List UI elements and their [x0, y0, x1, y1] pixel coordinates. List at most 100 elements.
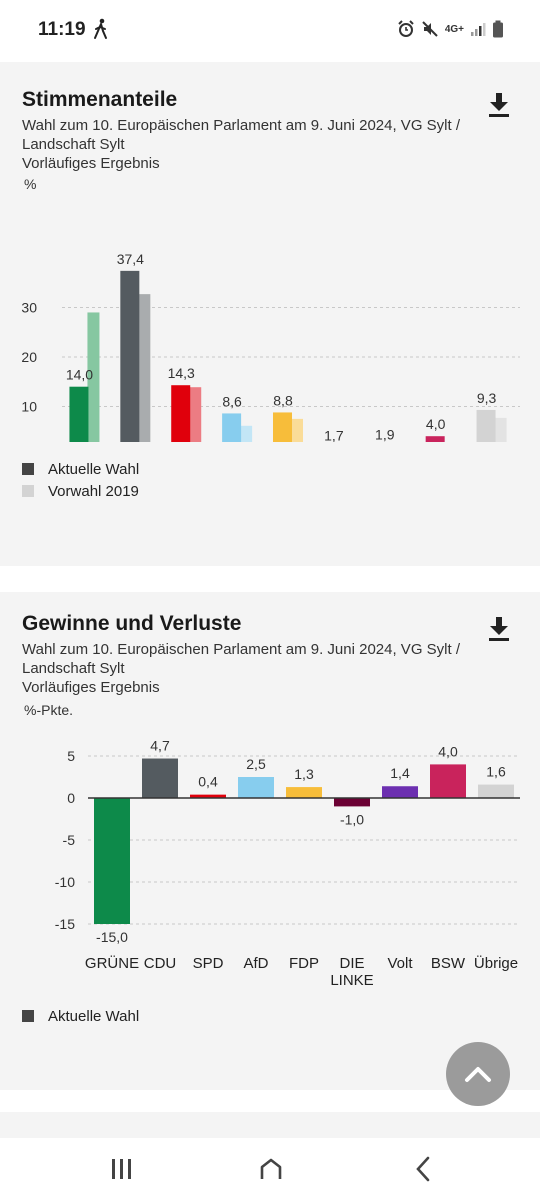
subtitle-line: Vorläufiges Ergebnis: [22, 155, 160, 172]
y-tick-label: 10: [21, 399, 37, 415]
data-label: 1,6: [486, 764, 506, 780]
vote-share-card: Stimmenanteile Wahl zum 10. Europäischen…: [0, 62, 540, 566]
subtitle-line: Vorläufiges Ergebnis: [22, 679, 160, 696]
data-label: 4,0: [438, 743, 458, 759]
status-time: 11:19: [38, 19, 86, 40]
x-tick-label: SPD: [193, 955, 224, 972]
gains-losses-unit: %-Pkte.: [24, 702, 74, 718]
data-label: -1,0: [340, 811, 364, 827]
mute-icon: [422, 21, 438, 37]
bar-previous: [240, 425, 253, 442]
x-tick-label: LINKE: [330, 972, 373, 989]
legend-swatch-current: [22, 1010, 34, 1022]
download-icon[interactable]: [488, 92, 510, 118]
y-tick-label: 5: [67, 748, 75, 764]
bar-current: [334, 798, 370, 807]
network-type-label: 4G+: [444, 23, 464, 35]
bar-previous: [494, 417, 507, 442]
data-label: 4,0: [426, 416, 446, 432]
gains-losses-title: Gewinne und Verluste: [22, 612, 242, 635]
bar-current: [382, 786, 418, 798]
scroll-to-top-button[interactable]: [446, 1042, 510, 1106]
bar-current: [94, 798, 130, 924]
back-icon[interactable]: [412, 1156, 436, 1182]
card-separator: [0, 566, 540, 592]
data-label: 14,0: [66, 367, 93, 383]
bar-current: [238, 777, 274, 798]
bar-current: [286, 787, 322, 798]
recent-apps-icon[interactable]: [110, 1156, 134, 1182]
gains-losses-chart: 5 0 -5 -10 -15 -15,0 GRÜNE 4,7 CDU 0,4 SPD 2,5 AfD 1,…: [55, 738, 520, 989]
data-label: 9,3: [477, 390, 497, 406]
status-bar: 11:19 4G+: [0, 0, 540, 62]
bar-previous: [189, 387, 202, 442]
vote-share-title: Stimmenanteile: [22, 88, 178, 111]
data-label: 0,4: [198, 774, 218, 790]
bar-current: [430, 764, 466, 798]
data-label: 1,9: [375, 427, 395, 442]
x-tick-label: CDU: [144, 955, 177, 972]
legend-item-current: Aktuelle Wahl: [22, 458, 139, 480]
legend-item-previous: Vorwahl 2019: [22, 480, 139, 502]
gains-losses-legend: Aktuelle Wahl: [22, 1005, 139, 1027]
alarm-icon: [398, 20, 414, 37]
data-label: 37,4: [117, 251, 144, 267]
bar-current: [476, 409, 496, 442]
bar-current: [273, 412, 292, 442]
walking-person-icon: [94, 18, 107, 39]
next-card-top: [0, 1112, 540, 1138]
data-label: 8,8: [273, 392, 293, 408]
home-icon[interactable]: [258, 1156, 284, 1182]
bar-current: [120, 270, 140, 442]
y-tick-label: 30: [21, 300, 37, 316]
bar-current: [190, 794, 226, 798]
legend-item-current: Aktuelle Wahl: [22, 1005, 139, 1027]
legend-label: Aktuelle Wahl: [48, 1007, 140, 1025]
data-label: 14,3: [168, 365, 195, 381]
legend-label: Vorwahl 2019: [48, 482, 139, 500]
y-tick-label: 0: [67, 790, 75, 806]
vote-share-chart: 010203014,0GRÜNE37,4CDU14,3SPD8,6AfD8,8F…: [21, 251, 520, 442]
bar-current: [478, 784, 514, 798]
x-tick-label: FDP: [289, 955, 319, 972]
x-tick-label: Übrige: [474, 954, 518, 972]
x-tick-label: BSW: [431, 955, 466, 972]
signal-icon: [471, 23, 486, 36]
data-label: 1,7: [324, 428, 344, 442]
x-tick-label: DIE: [339, 955, 364, 972]
bar-previous: [291, 418, 303, 442]
data-label: -15,0: [96, 929, 128, 945]
data-label: 1,3: [294, 766, 314, 782]
vote-share-subtitle: Wahl zum 10. Europäischen Parlament am 9…: [22, 116, 492, 173]
legend-swatch-previous: [22, 485, 34, 497]
download-icon[interactable]: [488, 616, 510, 642]
subtitle-line: Wahl zum 10. Europäischen Parlament am 9…: [22, 117, 460, 134]
bar-current: [171, 385, 191, 442]
subtitle-line: Wahl zum 10. Europäischen Parlament am 9…: [22, 641, 460, 658]
x-tick-label: GRÜNE: [85, 954, 139, 972]
x-tick-label: AfD: [243, 955, 268, 972]
y-tick-label: -5: [63, 832, 76, 848]
bar-current: [222, 413, 242, 442]
y-tick-label: -10: [55, 874, 75, 890]
navigation-bar: [0, 1138, 540, 1200]
bar-previous: [87, 312, 100, 442]
gains-losses-subtitle: Wahl zum 10. Europäischen Parlament am 9…: [22, 640, 492, 697]
subtitle-line: Landschaft Sylt: [22, 660, 125, 677]
battery-icon: [493, 20, 503, 38]
bar-current: [425, 436, 445, 442]
legend-label: Aktuelle Wahl: [48, 460, 140, 478]
card-separator: [0, 1090, 540, 1112]
vote-share-unit: %: [24, 176, 37, 192]
y-tick-label: -15: [55, 916, 75, 932]
bar-current: [142, 758, 178, 798]
gains-losses-card: Gewinne und Verluste Wahl zum 10. Europä…: [0, 592, 540, 1090]
data-label: 8,6: [222, 393, 242, 409]
data-label: 2,5: [246, 756, 266, 772]
bar-previous: [138, 294, 151, 442]
x-tick-label: Volt: [387, 955, 413, 972]
subtitle-line: Landschaft Sylt: [22, 136, 125, 153]
y-tick-label: 20: [21, 349, 37, 365]
bar-current: [69, 386, 89, 442]
vote-share-legend: Aktuelle Wahl Vorwahl 2019: [22, 458, 139, 502]
